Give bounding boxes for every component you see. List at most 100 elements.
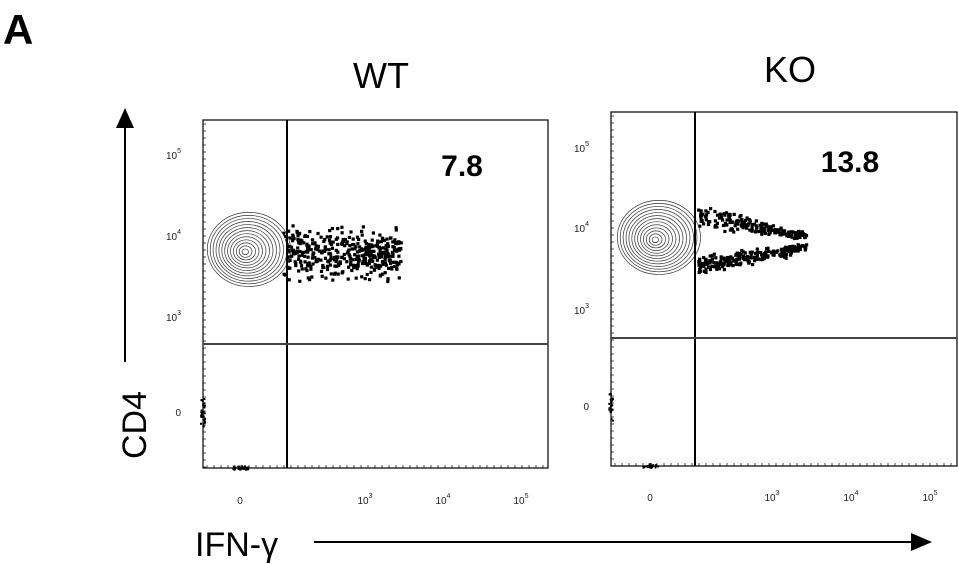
event-dot — [715, 261, 719, 265]
event-dot — [355, 257, 359, 261]
event-dot — [719, 213, 723, 217]
contour-line — [634, 218, 680, 259]
tick-label: 105 — [166, 148, 181, 162]
event-dot — [333, 264, 337, 268]
event-dot — [796, 243, 800, 247]
event-dot — [764, 222, 768, 226]
event-dot — [305, 268, 309, 273]
event-dot — [313, 241, 317, 245]
event-dot — [738, 263, 742, 267]
axis-event — [242, 468, 245, 471]
event-dot — [367, 248, 371, 252]
event-dot — [750, 250, 754, 254]
axis-event — [203, 412, 206, 415]
event-dot — [305, 243, 309, 248]
plot-frame — [202, 119, 549, 469]
event-dot — [750, 229, 754, 233]
event-dot — [368, 251, 372, 255]
event-dot — [345, 260, 349, 264]
tick-label: 103 — [574, 303, 589, 317]
contour-fill — [204, 215, 288, 289]
event-dot — [741, 254, 745, 258]
event-dot — [733, 224, 737, 228]
event-dot — [711, 264, 715, 268]
event-dot — [282, 231, 286, 235]
event-dot — [720, 261, 724, 265]
event-dot — [352, 243, 356, 247]
event-dot — [322, 239, 326, 244]
contour-line — [227, 233, 267, 269]
event-dot — [314, 244, 318, 248]
event-dot — [716, 265, 721, 269]
tick-label: 103 — [166, 310, 181, 324]
event-dot — [323, 237, 327, 242]
event-dot — [741, 226, 745, 230]
event-dot — [307, 244, 311, 248]
event-dot — [350, 268, 354, 273]
event-dot — [745, 216, 749, 220]
event-dot — [395, 266, 399, 270]
event-dot — [297, 254, 301, 258]
event-dot — [384, 244, 388, 248]
event-dot — [292, 248, 296, 252]
tick-label: 104 — [843, 490, 858, 504]
event-dot — [706, 220, 711, 224]
event-dot — [380, 260, 385, 264]
plot-title: WT — [353, 55, 409, 96]
event-dot — [327, 248, 331, 252]
event-dot — [356, 262, 360, 266]
event-dot — [699, 263, 704, 267]
event-dot — [796, 249, 800, 253]
axis-event — [247, 468, 250, 471]
event-dot — [788, 245, 792, 249]
event-dot — [325, 267, 330, 272]
event-dot — [308, 278, 312, 282]
event-dot — [334, 248, 338, 252]
axis-event — [243, 465, 246, 468]
event-dot — [368, 278, 372, 282]
event-dot — [708, 254, 712, 258]
flow-plot: WT 7.8 105 104 103 0 0 103 104 105 — [166, 55, 549, 507]
event-dot — [380, 255, 384, 259]
event-dot — [730, 220, 734, 224]
event-dot — [755, 247, 759, 251]
event-dot — [736, 254, 740, 258]
event-dot — [294, 262, 298, 266]
event-dot — [760, 221, 764, 225]
event-dot — [715, 213, 720, 217]
event-dot — [381, 246, 385, 250]
event-dot — [381, 237, 385, 241]
event-dot — [751, 263, 755, 267]
event-dot — [753, 251, 758, 255]
contour-line — [628, 212, 687, 265]
event-dot — [353, 253, 357, 257]
event-dot — [365, 251, 369, 255]
axis-event — [611, 419, 614, 422]
event-dot — [386, 277, 390, 281]
event-dot — [805, 243, 809, 247]
event-dot — [747, 218, 751, 222]
event-dot — [328, 263, 332, 267]
event-dot — [358, 245, 362, 249]
event-dot — [728, 259, 732, 263]
event-dot — [290, 239, 295, 243]
event-dot — [736, 227, 740, 231]
event-dot — [360, 229, 364, 233]
event-dot — [722, 262, 726, 266]
event-dot — [377, 266, 381, 270]
event-dot — [754, 257, 758, 261]
event-dot — [798, 244, 802, 248]
event-dot — [719, 255, 723, 259]
event-dot — [336, 242, 340, 247]
event-dot — [300, 267, 304, 271]
event-dot — [361, 225, 365, 229]
event-dot — [363, 277, 367, 281]
axis-event — [200, 416, 203, 419]
event-dot — [704, 209, 708, 213]
event-dot — [292, 237, 296, 241]
event-dot — [703, 258, 708, 262]
event-dot — [306, 250, 310, 254]
event-dot — [299, 238, 303, 242]
tick-label: 104 — [574, 221, 589, 235]
